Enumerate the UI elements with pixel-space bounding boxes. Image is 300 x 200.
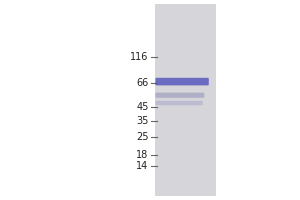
Text: 116: 116 xyxy=(130,52,148,62)
FancyBboxPatch shape xyxy=(155,78,209,85)
Text: 18: 18 xyxy=(136,150,148,160)
Text: 25: 25 xyxy=(136,132,148,142)
FancyBboxPatch shape xyxy=(155,101,203,105)
Bar xyxy=(154,4,216,196)
Text: 45: 45 xyxy=(136,102,148,112)
Text: 14: 14 xyxy=(136,161,148,171)
Text: 66: 66 xyxy=(136,78,148,88)
FancyBboxPatch shape xyxy=(155,93,204,98)
Text: 35: 35 xyxy=(136,116,148,126)
